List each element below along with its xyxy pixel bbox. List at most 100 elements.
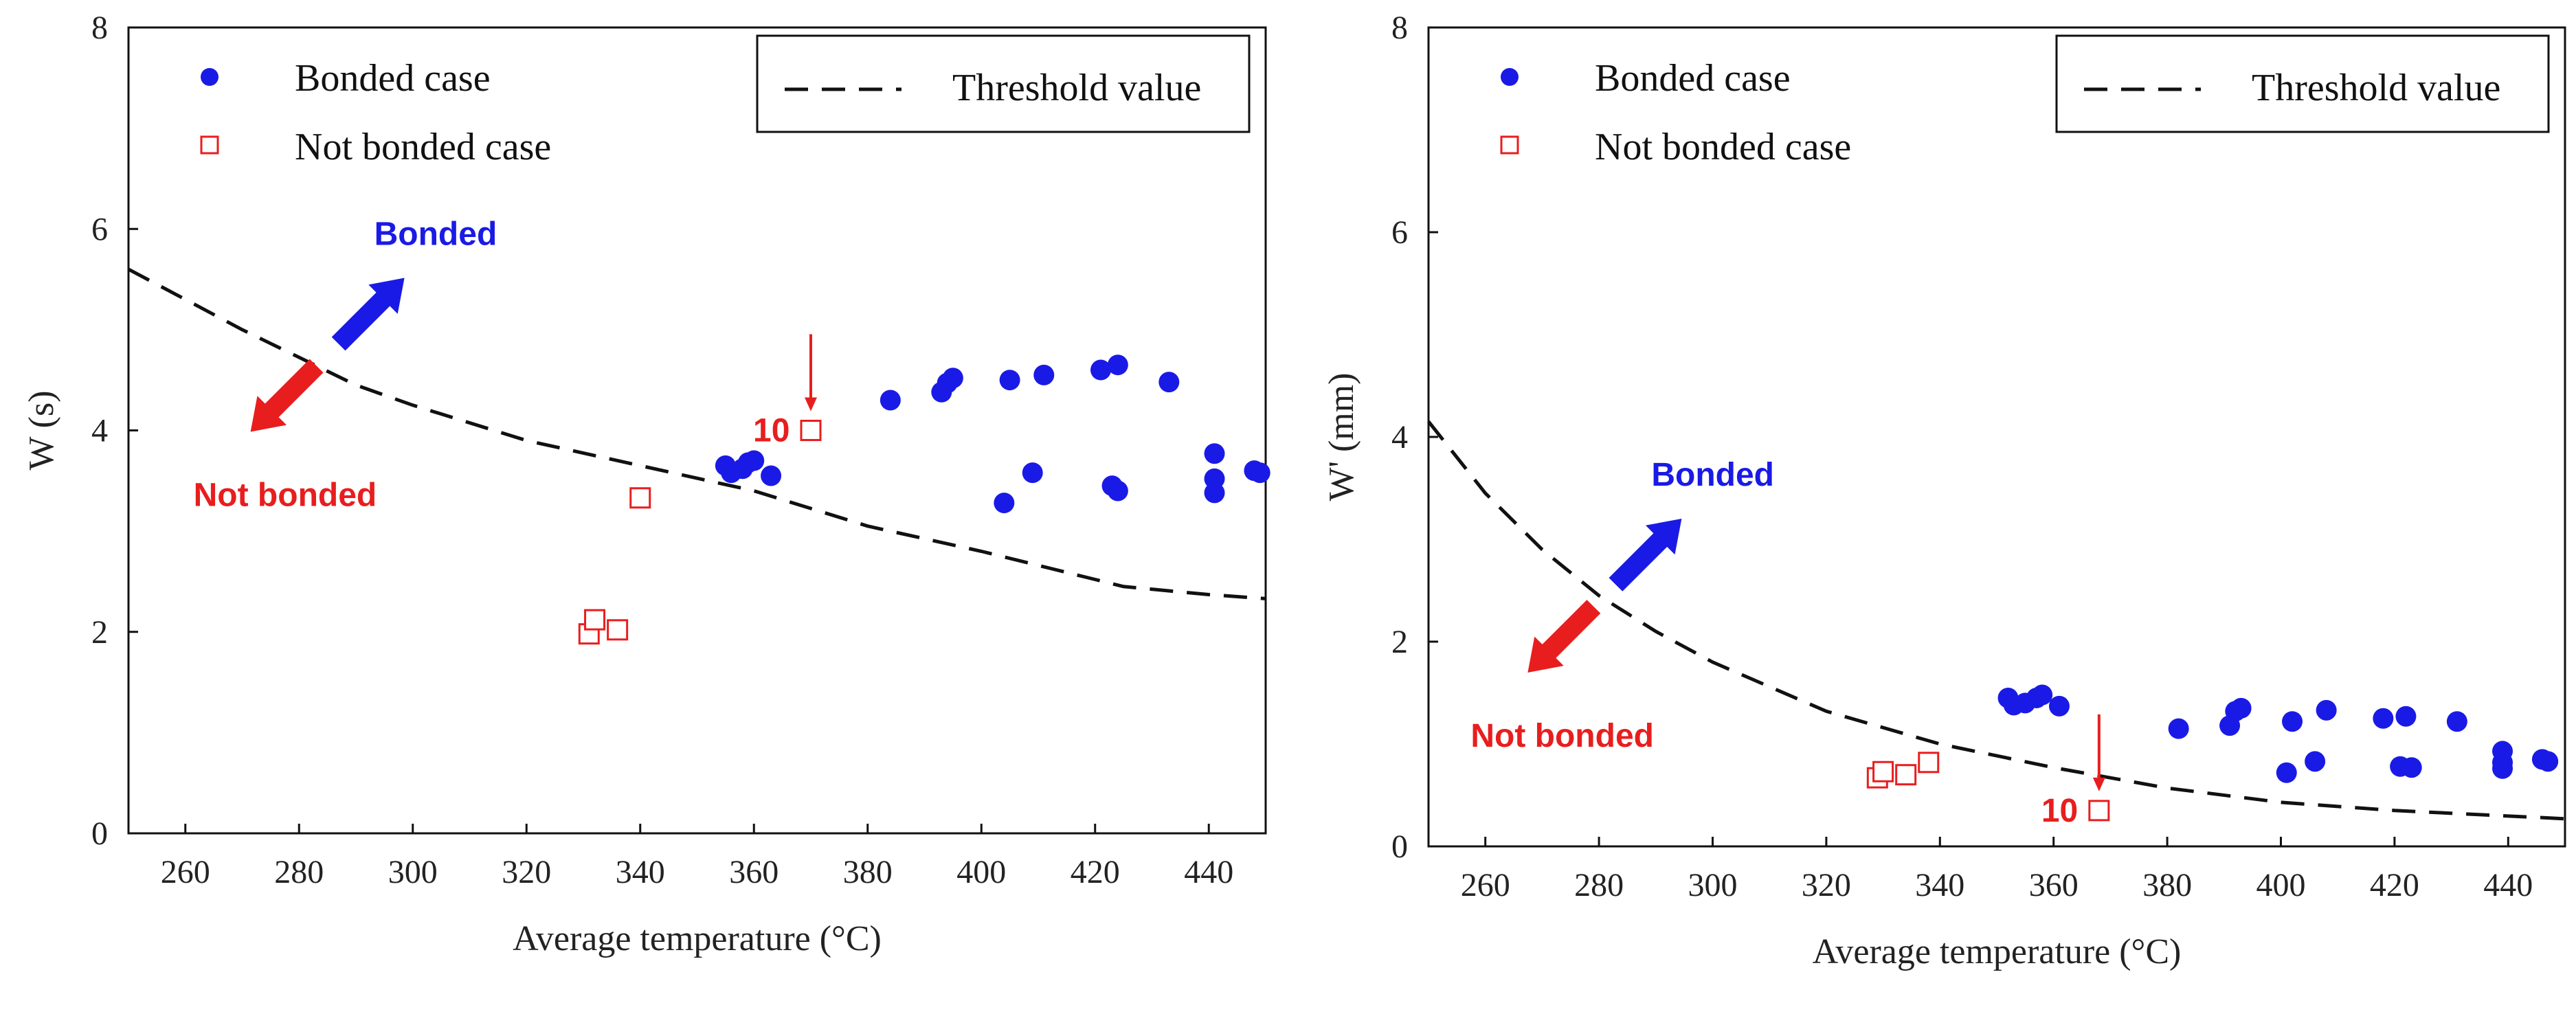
bonded-point [994, 493, 1015, 514]
legend-threshold-box [2055, 34, 2550, 133]
bonded-point [2305, 751, 2326, 772]
not-bonded-point [1895, 764, 1917, 786]
bonded-point [1204, 482, 1225, 504]
marked-point-label: 10 [2041, 793, 2078, 829]
bonded-point [743, 450, 765, 471]
x-tick-label: 320 [1802, 867, 1851, 903]
not-bonded-point [800, 420, 822, 441]
x-tick-label: 300 [388, 854, 438, 890]
legend-bonded-label: Bonded case [295, 57, 491, 100]
not-bonded-direction-arrow [1527, 600, 1601, 673]
bonded-point [942, 368, 963, 389]
y-tick-label: 0 [91, 815, 108, 852]
x-tick-label: 400 [956, 854, 1006, 890]
legend-not-bonded-label: Not bonded case [295, 126, 551, 168]
x-tick-label: 440 [2483, 867, 2533, 903]
bonded-point [2282, 711, 2303, 732]
bonded-point [880, 390, 901, 411]
x-tick-label: 340 [616, 854, 665, 890]
not-bonded-point [2088, 800, 2110, 822]
bonded-point [1204, 468, 1225, 489]
x-tick-label: 380 [843, 854, 893, 890]
x-tick-label: 280 [1574, 867, 1624, 903]
x-tick-label: 380 [2142, 867, 2192, 903]
legend-threshold-box [756, 34, 1251, 133]
bonded-point [2538, 751, 2559, 772]
not-bonded-annotation: Not bonded [1470, 718, 1654, 754]
y-tick-label: 8 [1391, 10, 1408, 46]
bonded-point [2048, 695, 2070, 717]
marked-point-arrow-head [805, 397, 817, 412]
x-tick-label: 360 [2029, 867, 2079, 903]
x-tick-label: 260 [161, 854, 210, 890]
bonded-point [2446, 711, 2467, 732]
x-tick-label: 360 [729, 854, 779, 890]
y-axis-label: W (s) [22, 390, 61, 470]
x-tick-label: 260 [1461, 867, 1510, 903]
x-tick-label: 280 [274, 854, 324, 890]
legend-bonded-label: Bonded case [1595, 57, 1791, 100]
bonded-point [2373, 708, 2394, 729]
bonded-point [1107, 354, 1128, 376]
bonded-point [1204, 443, 1225, 464]
bonded-point [2395, 706, 2417, 727]
y-axis-label: W' (mm) [1322, 373, 1361, 502]
x-tick-label: 440 [1184, 854, 1233, 890]
x-tick-label: 300 [1688, 867, 1738, 903]
bonded-point [2168, 718, 2189, 739]
bonded-direction-arrow [1609, 519, 1682, 592]
legend-threshold-label: Threshold value [2252, 67, 2500, 109]
bonded-point [2401, 757, 2422, 778]
y-tick-label: 2 [1391, 624, 1408, 660]
x-tick-label: 400 [2256, 867, 2306, 903]
y-tick-label: 2 [91, 614, 108, 651]
threshold-line [1427, 420, 2566, 821]
not-bonded-annotation: Not bonded [194, 477, 377, 514]
bonded-point [999, 370, 1020, 391]
legend-bonded-marker [201, 68, 219, 86]
legend-not-bonded-marker [200, 135, 219, 155]
x-axis-label: Average temperature (°C) [513, 919, 882, 958]
bonded-annotation: Bonded [374, 216, 497, 253]
bonded-point [1090, 359, 1112, 381]
not-bonded-point [607, 619, 629, 641]
bonded-point [2032, 684, 2053, 706]
bonded-point [2230, 697, 2252, 719]
bonded-point [1158, 372, 1180, 393]
bonded-point [2276, 762, 2297, 783]
legend-bonded-marker [1501, 68, 1519, 86]
bonded-annotation: Bonded [1651, 457, 1774, 493]
bonded-point [2316, 699, 2337, 721]
not-bonded-point [629, 487, 651, 509]
y-tick-label: 0 [1391, 829, 1408, 865]
x-tick-label: 320 [502, 854, 551, 890]
x-tick-label: 420 [1071, 854, 1120, 890]
chart-left: 260 280 300 320 340 360 380 400 420 440 0 2 4 6 8 Avera… [22, 10, 1270, 958]
y-tick-label: 8 [91, 10, 108, 46]
x-tick-label: 420 [2370, 867, 2419, 903]
y-tick-label: 4 [91, 413, 108, 449]
bonded-point [1249, 462, 1270, 484]
bonded-point [1033, 364, 1055, 385]
bonded-point [1022, 462, 1043, 484]
bonded-point [761, 465, 782, 486]
not-bonded-point [1918, 752, 1940, 774]
not-bonded-point [1872, 760, 1894, 782]
y-tick-label: 6 [91, 211, 108, 247]
legend-not-bonded-label: Not bonded case [1595, 126, 1851, 168]
bonded-point [1107, 480, 1128, 502]
threshold-line [127, 267, 1266, 600]
not-bonded-point [584, 609, 606, 631]
x-axis-label: Average temperature (°C) [1813, 932, 2182, 971]
x-tick-label: 340 [1915, 867, 1964, 903]
marked-point-arrow-head [2092, 777, 2105, 791]
chart-right: 260 280 300 320 340 360 380 400 420 440 0 2 4 6 8 Avera… [1322, 10, 2566, 971]
legend-not-bonded-marker [1500, 135, 1519, 155]
bonded-direction-arrow [331, 278, 405, 351]
marked-point-label: 10 [753, 413, 789, 449]
y-tick-label: 4 [1391, 419, 1408, 455]
bonded-point [2492, 758, 2513, 779]
legend-threshold-label: Threshold value [952, 67, 1201, 109]
not-bonded-direction-arrow [250, 359, 324, 432]
